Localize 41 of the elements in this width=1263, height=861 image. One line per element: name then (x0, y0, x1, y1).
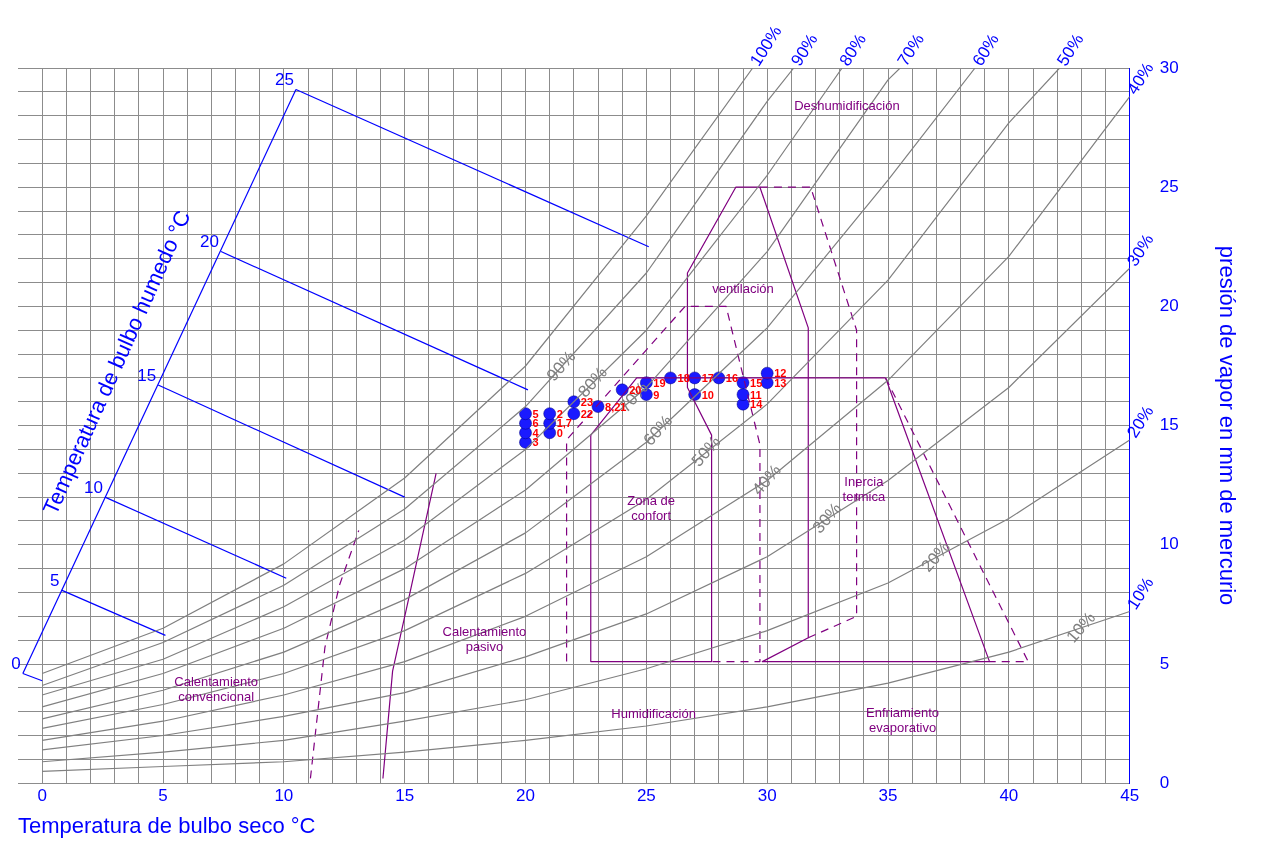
series-label: 5 (50, 570, 60, 590)
annotation: Humidificación (611, 705, 696, 721)
series-label: 14 (750, 398, 764, 411)
annotation: Calentamiento convencional (174, 674, 259, 705)
x-tick-label: 10 (274, 786, 294, 806)
y-axis-title: presión de vapor en mm de mercurio (1214, 245, 1240, 606)
annotation: Inercia termica (842, 474, 886, 505)
annotation: ventilación (712, 281, 774, 297)
series-label: 10 (701, 388, 714, 401)
x-tick-label: 30 (757, 786, 777, 806)
series-label: 2 (556, 407, 563, 420)
series-label: 5 (532, 407, 539, 420)
series-label: 0 (11, 654, 21, 674)
x-tick-label: 25 (636, 786, 656, 806)
x-axis-title: Temperatura de bulbo seco °C (18, 812, 316, 838)
series-label: 11 (750, 388, 762, 401)
x-tick-label: 20 (516, 786, 535, 806)
series-label: 9 (653, 388, 660, 401)
series-label: 19 (653, 376, 666, 389)
series-label: 15 (137, 365, 157, 385)
x-tick-label: 5 (158, 786, 168, 806)
x-tick-label: 0 (37, 786, 47, 806)
x-tick-label: 40 (999, 786, 1019, 806)
y-tick-label: 20 (1159, 296, 1179, 316)
x-tick-label: 35 (878, 786, 898, 806)
y-tick-label: 0 (1159, 772, 1170, 792)
x-tick-label: 15 (395, 786, 415, 806)
y-tick-label: 5 (1159, 653, 1170, 673)
y-tick-label: 10 (1159, 534, 1179, 554)
series-label: 3 (532, 436, 539, 449)
annotation: Calentamiento pasivo (442, 624, 527, 655)
y-tick-label: 15 (1159, 415, 1179, 435)
series-label: 25 (275, 70, 294, 90)
annotation: Zona de confort (627, 493, 676, 524)
annotation: Enfriamiento evaporativo (866, 705, 940, 736)
y-tick-label: 25 (1159, 176, 1179, 196)
annotation: Deshumidificación (794, 97, 900, 113)
x-tick-label: 45 (1120, 786, 1140, 806)
series-label: 20 (200, 232, 219, 252)
y-tick-label: 30 (1159, 57, 1179, 77)
series-label: 15 (750, 376, 763, 389)
